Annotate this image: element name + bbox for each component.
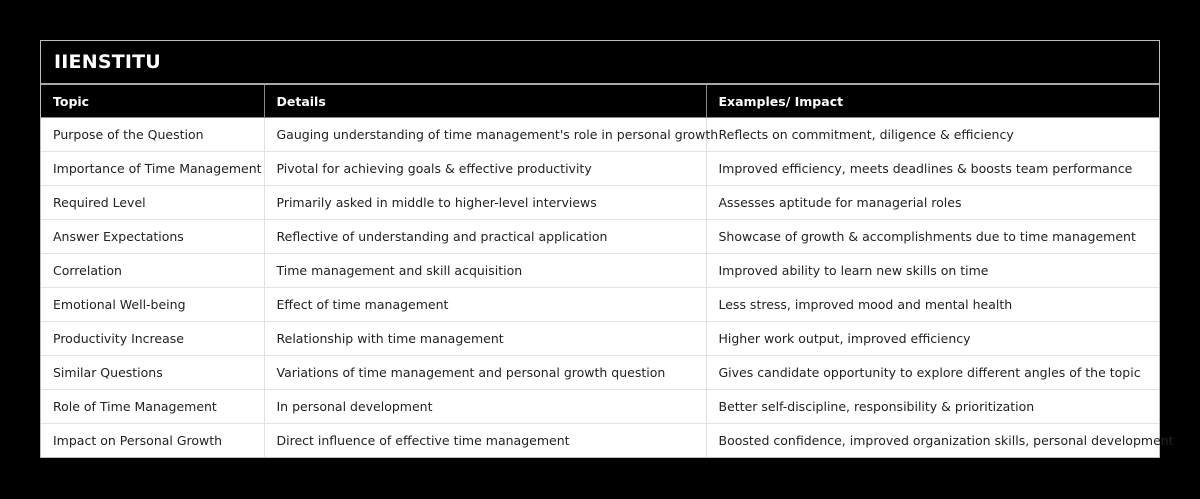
table-row: Importance of Time Management Pivotal fo… — [41, 151, 1159, 186]
cell-topic: Emotional Well-being — [41, 287, 264, 322]
cell-topic: Purpose of the Question — [53, 127, 204, 142]
cell-topic: Required Level — [41, 185, 264, 220]
content-table: Topic Details Examples/ Impact Purpose o… — [41, 85, 1174, 457]
cell-details: Primarily asked in middle to higher-leve… — [263, 185, 706, 220]
table-row: Emotional Well-being Effect of time mana… — [41, 287, 1159, 322]
header-topic: Topic — [41, 85, 264, 118]
cell-impact: Higher work output, improved efficiency — [705, 321, 1159, 356]
cell-topic: Role of Time Management — [41, 389, 264, 424]
table-row: Similar Questions Variations of time man… — [41, 355, 1159, 390]
table-row: Required Level Primarily asked in middle… — [41, 185, 1159, 220]
cell-details: In personal development — [263, 389, 706, 424]
cell-impact: Gives candidate opportunity to explore d… — [705, 355, 1159, 390]
cell-topic: Answer Expectations — [41, 219, 264, 254]
table-row: Answer Expectations Reflective of unders… — [41, 219, 1159, 254]
header-row: Topic Details Examples/ Impact — [41, 85, 1159, 118]
header-details: Details — [263, 85, 706, 118]
table-title: IIENSTITU — [54, 51, 161, 73]
cell-impact: Improved ability to learn new skills on … — [705, 253, 1159, 288]
cell-details: Variations of time management and person… — [263, 355, 706, 390]
cell-details: Gauging understanding of time management… — [263, 117, 718, 152]
cell-topic: Impact on Personal Growth — [41, 423, 264, 457]
cell-impact: Showcase of growth & accomplishments due… — [705, 219, 1159, 254]
cell-details: Effect of time management — [263, 287, 706, 322]
cell-impact: Improved efficiency, meets deadlines & b… — [705, 151, 1159, 186]
cell-details: Reflective of understanding and practica… — [263, 219, 706, 254]
cell-details: Direct influence of effective time manag… — [263, 423, 706, 457]
data-table: IIENSTITU Topic Details Examples/ Impact… — [40, 40, 1174, 458]
cell-impact: Reflects on commitment, diligence & effi… — [705, 117, 1159, 152]
table-row: Productivity Increase Relationship with … — [41, 321, 1159, 356]
table-row: Role of Time Management In personal deve… — [41, 389, 1159, 424]
cell-impact: Less stress, improved mood and mental he… — [705, 287, 1159, 322]
cell-topic: Correlation — [41, 253, 264, 288]
cell-topic: Similar Questions — [41, 355, 264, 390]
table-row: Impact on Personal Growth Direct influen… — [41, 423, 1174, 457]
cell-topic: Importance of Time Management — [41, 151, 264, 186]
cell-impact: Better self-discipline, responsibility &… — [705, 389, 1159, 424]
cell-impact: Assesses aptitude for managerial roles — [705, 185, 1159, 220]
table-title-bar: IIENSTITU — [41, 41, 1159, 85]
header-examples-impact: Examples/ Impact — [705, 85, 1159, 118]
cell-impact: Boosted confidence, improved organizatio… — [705, 423, 1174, 457]
cell-topic: Productivity Increase — [41, 321, 264, 356]
table-row: Correlation Time management and skill ac… — [41, 253, 1159, 288]
cell-details: Relationship with time management — [263, 321, 706, 356]
cell-details: Time management and skill acquisition — [263, 253, 706, 288]
cell-details: Pivotal for achieving goals & effective … — [263, 151, 706, 186]
table-row: Purpose of the Question Gauging understa… — [41, 117, 1159, 152]
